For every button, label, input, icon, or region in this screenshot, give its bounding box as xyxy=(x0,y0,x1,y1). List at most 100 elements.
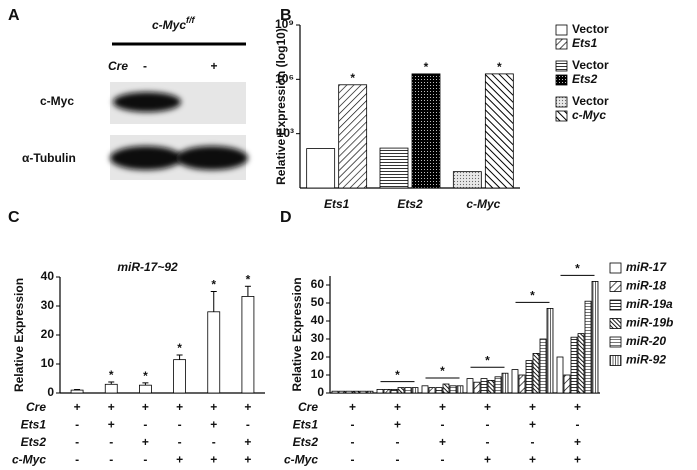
panel-label: D xyxy=(280,209,292,226)
condition-label: c-Myc xyxy=(284,453,318,467)
y-tick-label: 10⁹ xyxy=(275,17,294,31)
bar xyxy=(428,387,436,394)
bar xyxy=(452,171,482,189)
blot-row-label: c-Myc xyxy=(40,94,74,108)
condition-label: Ets1 xyxy=(21,418,47,432)
bar xyxy=(366,390,374,394)
bar xyxy=(338,390,346,394)
y-tick-label: 20 xyxy=(41,327,55,341)
condition-label: Ets1 xyxy=(293,418,319,432)
bar xyxy=(466,378,474,394)
y-tick-label: 20 xyxy=(311,349,325,363)
condition-value: - xyxy=(246,418,250,432)
condition-value: + xyxy=(244,400,251,414)
condition-label: Ets2 xyxy=(21,435,47,449)
cre-label: Cre xyxy=(108,59,128,73)
bar xyxy=(501,372,509,394)
y-tick-label: 0 xyxy=(47,385,54,399)
bar xyxy=(563,374,571,394)
significance-mark: * xyxy=(395,368,400,382)
bar xyxy=(435,387,443,394)
bar xyxy=(379,147,409,189)
legend-swatch xyxy=(555,74,568,86)
bar xyxy=(532,352,540,394)
significance-mark: * xyxy=(143,369,148,383)
legend-label: Ets2 xyxy=(572,72,598,86)
genotype-superscript: f/f xyxy=(186,15,195,25)
legend-swatch xyxy=(609,262,622,274)
condition-value: + xyxy=(349,400,356,414)
bar xyxy=(376,388,384,394)
x-tick-label: Ets2 xyxy=(397,197,423,211)
bar xyxy=(442,383,450,394)
condition-value: + xyxy=(574,453,581,467)
significance-mark: * xyxy=(424,60,429,74)
condition-value: - xyxy=(576,418,580,432)
bar xyxy=(241,296,255,394)
legend-swatch xyxy=(555,96,568,108)
bar xyxy=(173,359,186,394)
bar xyxy=(404,387,412,394)
condition-label: Ets2 xyxy=(293,435,319,449)
blot-band xyxy=(113,92,181,112)
condition-value: + xyxy=(74,400,81,414)
condition-value: + xyxy=(142,400,149,414)
legend-swatch xyxy=(609,281,622,292)
panel-label: A xyxy=(8,7,20,24)
bar xyxy=(456,385,464,394)
bar xyxy=(525,360,533,394)
condition-value: + xyxy=(574,400,581,414)
y-tick-label: 0 xyxy=(317,385,324,399)
blot-header: c-Mycf/f xyxy=(152,15,196,32)
bar xyxy=(480,378,488,394)
blot-band xyxy=(176,146,248,170)
significance-mark: * xyxy=(575,262,580,276)
bar xyxy=(306,148,336,189)
condition-value: - xyxy=(486,435,490,449)
condition-value: - xyxy=(143,453,147,467)
condition-value: + xyxy=(176,400,183,414)
bar xyxy=(139,384,152,394)
bar xyxy=(421,385,429,394)
y-axis-label: Relative Expression xyxy=(290,277,304,391)
blot-band xyxy=(110,146,182,170)
condition-value: - xyxy=(441,453,445,467)
condition-value: + xyxy=(529,418,536,432)
genotype: c-Myc xyxy=(152,18,186,32)
significance-mark: * xyxy=(485,353,490,367)
legend-swatch xyxy=(609,318,622,329)
significance-mark: * xyxy=(440,364,445,378)
y-tick-label: 10³ xyxy=(277,126,294,140)
bar xyxy=(338,84,368,189)
condition-value: - xyxy=(351,435,355,449)
significance-mark: * xyxy=(350,71,355,85)
condition-value: - xyxy=(178,435,182,449)
significance-mark: * xyxy=(530,289,535,303)
bar xyxy=(352,390,360,394)
condition-value: - xyxy=(351,418,355,432)
y-tick-label: 10⁶ xyxy=(275,72,294,86)
condition-value: - xyxy=(351,453,355,467)
condition-value: - xyxy=(212,435,216,449)
y-tick-label: 30 xyxy=(41,298,55,312)
condition-value: + xyxy=(142,435,149,449)
chart-title: miR-17~92 xyxy=(117,260,178,274)
y-axis-label: Relative Expression (log10) xyxy=(274,28,288,185)
bar xyxy=(556,356,564,394)
bar xyxy=(511,369,519,394)
condition-value: - xyxy=(109,435,113,449)
bar xyxy=(577,333,585,394)
condition-value: + xyxy=(108,400,115,414)
legend-label: c-Myc xyxy=(572,108,606,122)
condition-value: + xyxy=(439,400,446,414)
bar xyxy=(539,338,547,394)
bar xyxy=(546,307,554,394)
legend-label: Ets1 xyxy=(572,36,598,50)
bar xyxy=(331,390,339,394)
bar xyxy=(383,388,391,394)
condition-value: + xyxy=(574,435,581,449)
condition-value: + xyxy=(244,453,251,467)
legend-label: Vector xyxy=(572,58,609,72)
condition-value: - xyxy=(441,418,445,432)
lane-label: - xyxy=(143,59,147,73)
